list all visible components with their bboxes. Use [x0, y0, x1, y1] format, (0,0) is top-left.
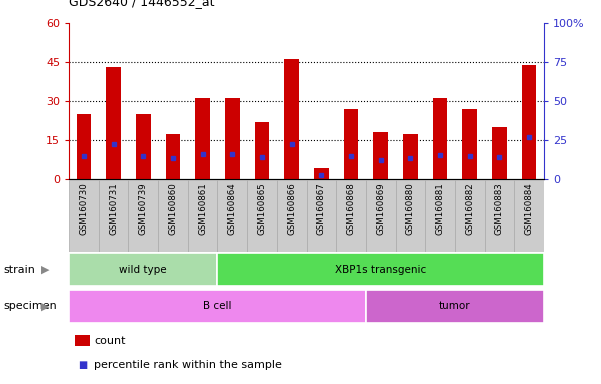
Bar: [344, 109, 358, 179]
Text: GSM160883: GSM160883: [495, 183, 504, 235]
Bar: [129, 180, 158, 252]
Text: GSM160739: GSM160739: [139, 183, 148, 235]
Text: GSM160861: GSM160861: [198, 183, 207, 235]
Bar: [218, 180, 247, 252]
Bar: [366, 290, 544, 323]
Bar: [255, 122, 269, 179]
Bar: [462, 109, 477, 179]
Bar: [455, 180, 484, 252]
Text: ▶: ▶: [41, 301, 49, 311]
Text: GSM160882: GSM160882: [465, 183, 474, 235]
Bar: [484, 180, 514, 252]
Bar: [188, 180, 218, 252]
Bar: [158, 180, 188, 252]
Text: GSM160868: GSM160868: [347, 183, 356, 235]
Bar: [277, 180, 307, 252]
Text: GSM160864: GSM160864: [228, 183, 237, 235]
Bar: [225, 98, 240, 179]
Bar: [492, 127, 507, 179]
Bar: [136, 114, 151, 179]
Text: GSM160731: GSM160731: [109, 183, 118, 235]
Text: ▶: ▶: [41, 265, 49, 275]
Bar: [336, 180, 366, 252]
Bar: [373, 132, 388, 179]
Text: GSM160865: GSM160865: [257, 183, 266, 235]
Bar: [69, 253, 218, 286]
Text: GSM160881: GSM160881: [436, 183, 445, 235]
Text: GSM160860: GSM160860: [168, 183, 177, 235]
Text: strain: strain: [3, 265, 35, 275]
Bar: [69, 180, 99, 252]
Bar: [514, 180, 544, 252]
Text: GSM160866: GSM160866: [287, 183, 296, 235]
Bar: [218, 253, 544, 286]
Bar: [433, 98, 448, 179]
Bar: [403, 134, 418, 179]
Bar: [76, 114, 91, 179]
Bar: [307, 180, 336, 252]
Bar: [195, 98, 210, 179]
Text: GSM160884: GSM160884: [525, 183, 534, 235]
Text: GSM160869: GSM160869: [376, 183, 385, 235]
Bar: [69, 290, 366, 323]
Text: wild type: wild type: [120, 265, 167, 275]
Text: tumor: tumor: [439, 301, 471, 311]
Text: GSM160730: GSM160730: [79, 183, 88, 235]
Bar: [522, 65, 537, 179]
Bar: [284, 60, 299, 179]
Bar: [395, 180, 426, 252]
Text: GDS2640 / 1446552_at: GDS2640 / 1446552_at: [69, 0, 215, 8]
Bar: [426, 180, 455, 252]
Bar: [99, 180, 129, 252]
Bar: [366, 180, 395, 252]
Bar: [106, 67, 121, 179]
Text: count: count: [94, 336, 126, 346]
Text: B cell: B cell: [203, 301, 232, 311]
Text: specimen: specimen: [3, 301, 56, 311]
Text: percentile rank within the sample: percentile rank within the sample: [94, 360, 282, 370]
Text: GSM160880: GSM160880: [406, 183, 415, 235]
Bar: [314, 168, 329, 179]
Text: ■: ■: [78, 360, 87, 370]
Text: GSM160867: GSM160867: [317, 183, 326, 235]
Bar: [165, 134, 180, 179]
Text: XBP1s transgenic: XBP1s transgenic: [335, 265, 426, 275]
Bar: [247, 180, 277, 252]
